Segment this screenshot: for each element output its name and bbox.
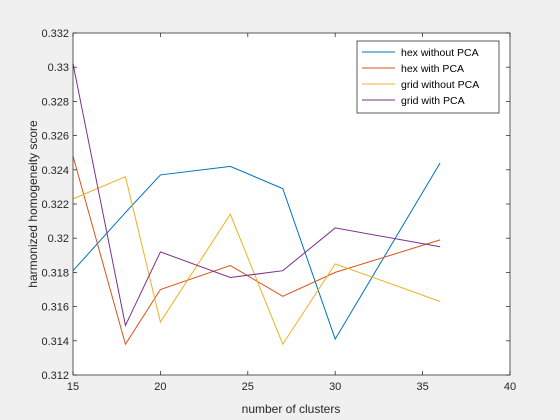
x-tick-label: 25 bbox=[242, 381, 254, 393]
tick-layer: 15 20 25 30 35 40 0.312 0.314 0.316 0.318 0.32 0.32… bbox=[41, 28, 516, 393]
y-tick-label: 0.314 bbox=[41, 336, 69, 348]
series-line-4 bbox=[72, 63, 441, 327]
y-tick-label: 0.328 bbox=[41, 96, 69, 108]
legend: hex without PCA hex with PCA grid without … bbox=[356, 40, 500, 114]
x-tick-label: 15 bbox=[67, 381, 79, 393]
series-line-1 bbox=[72, 162, 441, 341]
legend-label-2: hex with PCA bbox=[401, 63, 464, 75]
legend-box bbox=[356, 40, 500, 114]
y-tick-label: 0.332 bbox=[41, 28, 69, 40]
y-tick-label: 0.324 bbox=[41, 165, 69, 177]
legend-label-1: hex without PCA bbox=[401, 47, 479, 59]
legend-label-4: grid with PCA bbox=[401, 95, 465, 107]
y-tick-label: 0.316 bbox=[41, 302, 69, 314]
series-layer bbox=[72, 63, 441, 346]
y-axis-label: harmonized homogeneity score bbox=[26, 120, 40, 288]
legend-label-3: grid without PCA bbox=[401, 79, 479, 91]
x-tick-label: 30 bbox=[329, 381, 341, 393]
y-tick-label: 0.312 bbox=[41, 370, 69, 382]
y-tick-label: 0.33 bbox=[48, 62, 69, 74]
series-line-2 bbox=[72, 155, 441, 346]
y-tick-label: 0.32 bbox=[48, 233, 69, 245]
x-tick-label: 40 bbox=[504, 381, 516, 393]
series-line-3 bbox=[72, 175, 441, 346]
y-tick-label: 0.326 bbox=[41, 131, 69, 143]
x-tick-label: 20 bbox=[154, 381, 166, 393]
y-tick-label: 0.318 bbox=[41, 267, 69, 279]
x-axis-label: number of clusters bbox=[242, 402, 341, 416]
x-tick-label: 35 bbox=[416, 381, 428, 393]
y-tick-label: 0.322 bbox=[41, 199, 69, 211]
